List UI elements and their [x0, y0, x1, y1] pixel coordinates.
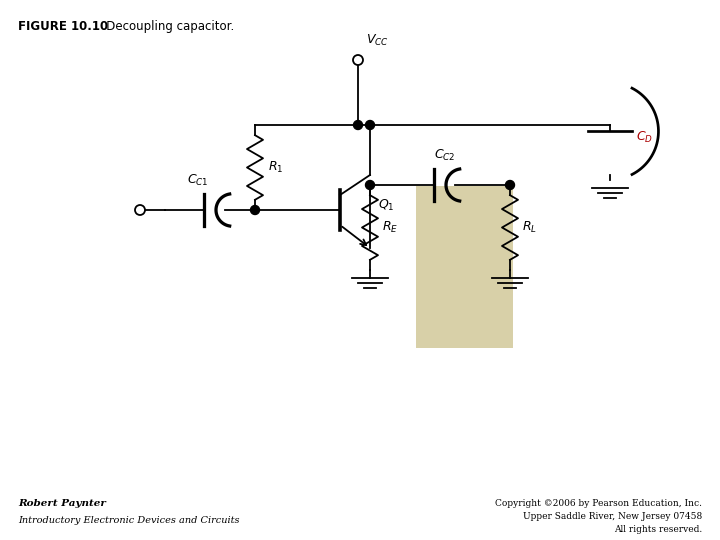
Bar — [416, 186, 513, 348]
Circle shape — [366, 120, 374, 130]
Text: Introductory Electronic Devices and Circuits: Introductory Electronic Devices and Circ… — [18, 516, 240, 525]
Circle shape — [135, 205, 145, 215]
Text: All rights reserved.: All rights reserved. — [613, 525, 702, 534]
Text: $R_L$: $R_L$ — [522, 220, 537, 235]
Text: $C_{C1}$: $C_{C1}$ — [187, 173, 209, 188]
Text: Robert Paynter: Robert Paynter — [18, 499, 106, 508]
Text: $R_E$: $R_E$ — [382, 220, 398, 235]
Text: $V_{CC}$: $V_{CC}$ — [366, 33, 389, 48]
Circle shape — [354, 120, 362, 130]
Circle shape — [353, 55, 363, 65]
Circle shape — [251, 206, 259, 214]
Text: Decoupling capacitor.: Decoupling capacitor. — [95, 20, 234, 33]
Text: Copyright ©2006 by Pearson Education, Inc.: Copyright ©2006 by Pearson Education, In… — [495, 499, 702, 508]
Text: $C_D$: $C_D$ — [636, 130, 653, 145]
Text: $Q_1$: $Q_1$ — [378, 198, 395, 213]
Text: FIGURE 10.10: FIGURE 10.10 — [18, 20, 108, 33]
Text: $R_1$: $R_1$ — [268, 160, 284, 175]
Circle shape — [366, 180, 374, 190]
Text: Upper Saddle River, New Jersey 07458: Upper Saddle River, New Jersey 07458 — [523, 512, 702, 521]
Circle shape — [505, 180, 515, 190]
Text: $C_{C2}$: $C_{C2}$ — [434, 148, 456, 163]
